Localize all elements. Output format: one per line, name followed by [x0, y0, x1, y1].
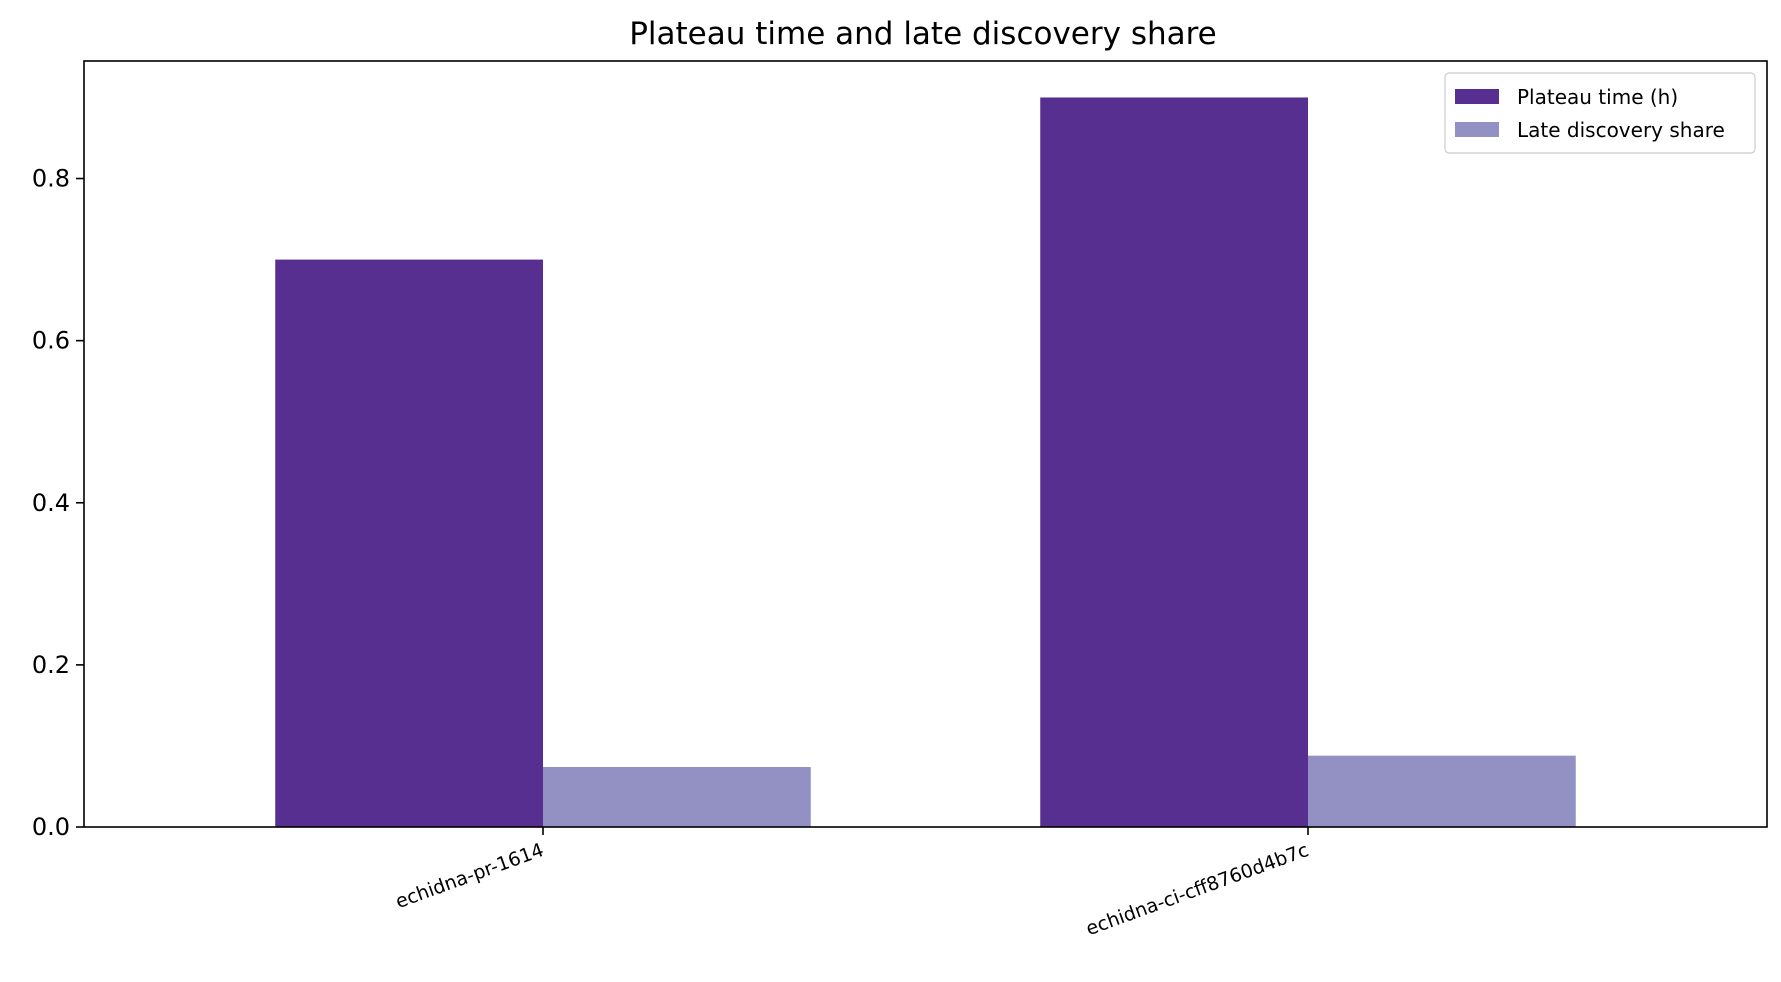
bar-late-discovery-share-0	[543, 767, 811, 827]
legend-swatch	[1455, 122, 1499, 137]
x-tick-label: echidna-ci-cff8760d4b7c	[1083, 839, 1312, 940]
chart-title: Plateau time and late discovery share	[629, 16, 1217, 52]
legend-box	[1444, 72, 1756, 154]
y-tick-label: 0.2	[32, 651, 70, 679]
y-axis: 0.0 0.2 0.4 0.6 0.8	[32, 165, 84, 841]
legend-swatch	[1455, 89, 1499, 104]
plot-frame	[83, 60, 1768, 828]
bar-late-discovery-share-1	[1308, 755, 1576, 827]
bar-plateau-time-0	[275, 259, 543, 827]
legend: Plateau time (h) Late discovery share	[1444, 72, 1756, 154]
y-tick-label: 0.4	[32, 489, 70, 517]
y-tick-label: 0.0	[32, 813, 70, 841]
legend-label: Late discovery share	[1517, 118, 1725, 142]
x-axis: echidna-pr-1614 echidna-ci-cff8760d4b7c	[393, 827, 1312, 940]
y-tick-label: 0.8	[32, 165, 70, 193]
x-tick-label: echidna-pr-1614	[393, 839, 547, 913]
bar-plateau-time-1	[1040, 97, 1308, 827]
legend-label: Plateau time (h)	[1517, 85, 1678, 109]
y-tick-label: 0.6	[32, 327, 70, 355]
bars	[275, 97, 1576, 827]
